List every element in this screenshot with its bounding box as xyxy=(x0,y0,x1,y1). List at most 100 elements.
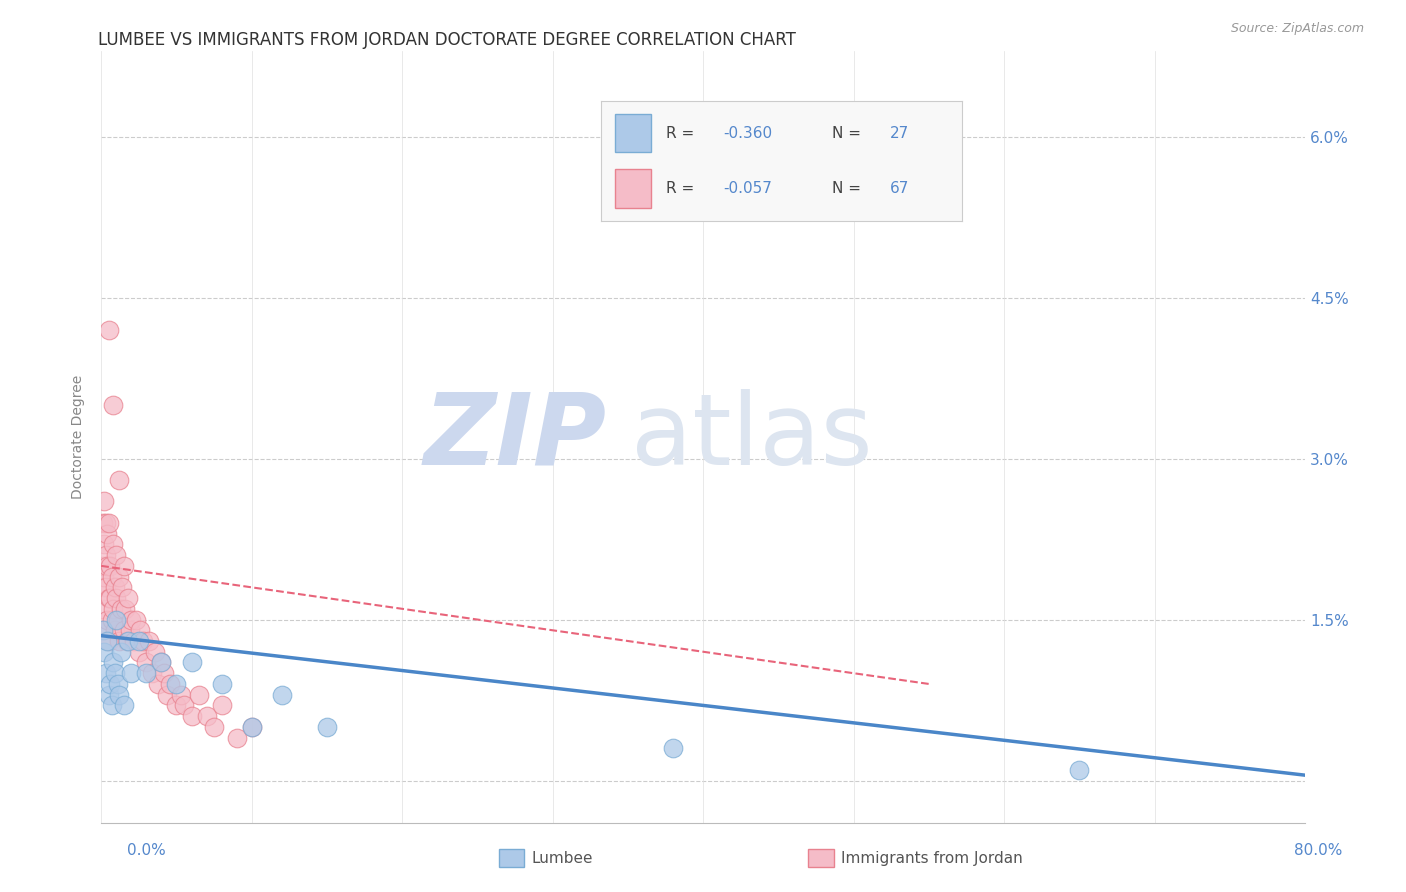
Point xyxy=(128,645,150,659)
Point xyxy=(97,323,120,337)
Point xyxy=(96,526,118,541)
Point xyxy=(270,688,292,702)
Point xyxy=(138,634,160,648)
Point xyxy=(240,720,263,734)
Point xyxy=(153,666,176,681)
Point xyxy=(96,558,118,573)
Text: 0.0%: 0.0% xyxy=(127,843,166,858)
Point xyxy=(93,537,115,551)
Point xyxy=(240,720,263,734)
Y-axis label: Doctorate Degree: Doctorate Degree xyxy=(72,375,86,500)
Point xyxy=(115,634,138,648)
Point xyxy=(180,656,202,670)
Point xyxy=(112,558,135,573)
Point xyxy=(104,666,127,681)
Point xyxy=(1069,763,1091,777)
Point xyxy=(108,688,131,702)
Point xyxy=(118,624,141,638)
Point xyxy=(132,634,155,648)
Point xyxy=(103,398,125,412)
Point xyxy=(188,688,211,702)
Point xyxy=(150,656,173,670)
Point xyxy=(124,634,146,648)
Point xyxy=(100,569,122,583)
Point xyxy=(93,494,115,508)
Point xyxy=(91,602,114,616)
Point xyxy=(117,591,139,605)
Point xyxy=(91,516,114,530)
Point xyxy=(100,613,122,627)
Text: atlas: atlas xyxy=(631,389,873,485)
Point xyxy=(94,516,117,530)
Point xyxy=(103,656,125,670)
Point xyxy=(125,613,148,627)
Point xyxy=(96,634,118,648)
Point xyxy=(211,698,233,713)
Point xyxy=(156,688,179,702)
Point xyxy=(97,634,120,648)
Point xyxy=(112,624,135,638)
Point xyxy=(97,688,120,702)
Point xyxy=(96,613,118,627)
Point xyxy=(108,569,131,583)
Point xyxy=(211,677,233,691)
Point xyxy=(91,580,114,594)
Point xyxy=(110,602,132,616)
Point xyxy=(117,634,139,648)
Point xyxy=(110,645,132,659)
Point xyxy=(107,677,129,691)
Point xyxy=(170,688,193,702)
Point xyxy=(94,548,117,562)
Point xyxy=(114,602,136,616)
Point xyxy=(150,656,173,670)
Point xyxy=(173,698,195,713)
Point xyxy=(108,634,131,648)
Point xyxy=(202,720,225,734)
Point xyxy=(145,645,167,659)
Point xyxy=(108,473,131,487)
Point xyxy=(148,677,170,691)
Point xyxy=(98,677,121,691)
Point xyxy=(159,677,181,691)
Point xyxy=(94,666,117,681)
Point xyxy=(93,624,115,638)
Text: LUMBEE VS IMMIGRANTS FROM JORDAN DOCTORATE DEGREE CORRELATION CHART: LUMBEE VS IMMIGRANTS FROM JORDAN DOCTORA… xyxy=(98,31,796,49)
Point xyxy=(97,591,120,605)
Text: Source: ZipAtlas.com: Source: ZipAtlas.com xyxy=(1230,22,1364,36)
Point xyxy=(180,709,202,723)
Point xyxy=(105,591,128,605)
Point xyxy=(91,624,114,638)
Point xyxy=(141,666,163,681)
Point xyxy=(166,698,188,713)
Point xyxy=(93,645,115,659)
Point xyxy=(103,537,125,551)
Point xyxy=(129,624,152,638)
Point xyxy=(166,677,188,691)
Point xyxy=(105,548,128,562)
Point xyxy=(135,666,157,681)
Point xyxy=(120,666,142,681)
Text: 80.0%: 80.0% xyxy=(1295,843,1343,858)
Point xyxy=(98,558,121,573)
Point xyxy=(91,558,114,573)
Point xyxy=(104,580,127,594)
Point xyxy=(316,720,339,734)
Point xyxy=(135,656,157,670)
Point xyxy=(103,602,125,616)
Point xyxy=(195,709,218,723)
Point xyxy=(111,580,134,594)
Point xyxy=(225,731,247,745)
Text: ZIP: ZIP xyxy=(423,389,607,485)
Point xyxy=(104,624,127,638)
Point xyxy=(112,698,135,713)
Point xyxy=(98,591,121,605)
Point xyxy=(105,613,128,627)
Point xyxy=(100,698,122,713)
Text: Lumbee: Lumbee xyxy=(531,851,593,865)
Text: Immigrants from Jordan: Immigrants from Jordan xyxy=(841,851,1022,865)
Point xyxy=(93,569,115,583)
Point xyxy=(120,613,142,627)
Point xyxy=(107,613,129,627)
Point xyxy=(97,516,120,530)
Point xyxy=(94,580,117,594)
